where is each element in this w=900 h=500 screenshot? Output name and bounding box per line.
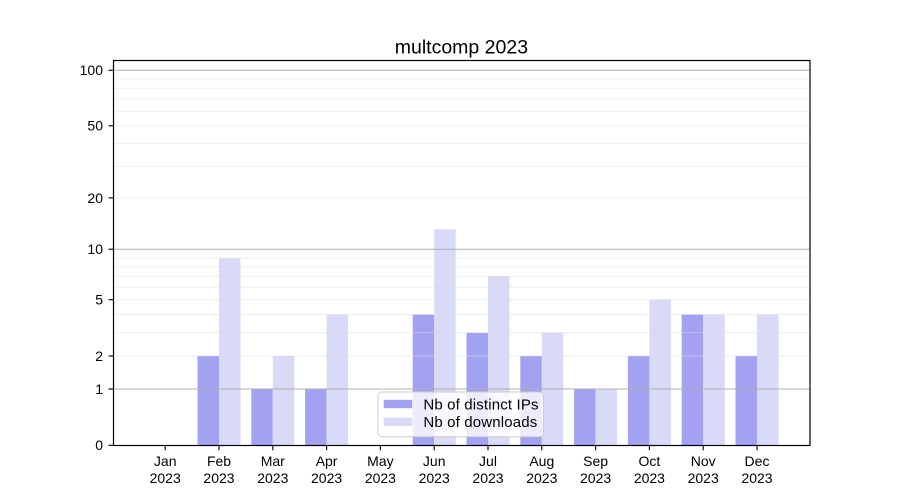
svg-text:2023: 2023 bbox=[419, 470, 450, 486]
svg-text:2023: 2023 bbox=[257, 470, 288, 486]
svg-text:2023: 2023 bbox=[203, 470, 234, 486]
svg-text:Apr: Apr bbox=[316, 453, 338, 469]
svg-text:1: 1 bbox=[95, 381, 103, 397]
svg-text:Dec: Dec bbox=[745, 453, 770, 469]
svg-text:May: May bbox=[367, 453, 393, 469]
svg-text:Sep: Sep bbox=[583, 453, 608, 469]
svg-text:2023: 2023 bbox=[526, 470, 557, 486]
svg-text:2023: 2023 bbox=[741, 470, 772, 486]
svg-text:Feb: Feb bbox=[207, 453, 231, 469]
svg-text:2023: 2023 bbox=[580, 470, 611, 486]
svg-text:Jan: Jan bbox=[154, 453, 177, 469]
svg-text:Jun: Jun bbox=[423, 453, 446, 469]
svg-text:Jul: Jul bbox=[479, 453, 497, 469]
svg-text:20: 20 bbox=[87, 190, 103, 206]
svg-text:multcomp 2023: multcomp 2023 bbox=[395, 36, 528, 58]
svg-text:0: 0 bbox=[95, 437, 103, 453]
svg-text:100: 100 bbox=[80, 62, 104, 78]
svg-text:Nb of downloads: Nb of downloads bbox=[423, 414, 537, 431]
svg-text:Aug: Aug bbox=[529, 453, 554, 469]
svg-text:Nov: Nov bbox=[691, 453, 716, 469]
svg-text:2: 2 bbox=[95, 348, 103, 364]
svg-text:2023: 2023 bbox=[634, 470, 665, 486]
svg-text:5: 5 bbox=[95, 292, 103, 308]
svg-text:50: 50 bbox=[87, 118, 103, 134]
svg-text:Oct: Oct bbox=[639, 453, 661, 469]
svg-text:2023: 2023 bbox=[311, 470, 342, 486]
svg-text:Nb of distinct IPs: Nb of distinct IPs bbox=[423, 396, 538, 413]
svg-text:2023: 2023 bbox=[472, 470, 503, 486]
svg-text:2023: 2023 bbox=[688, 470, 719, 486]
svg-text:2023: 2023 bbox=[150, 470, 181, 486]
svg-text:10: 10 bbox=[87, 241, 103, 257]
svg-text:Mar: Mar bbox=[261, 453, 285, 469]
svg-text:2023: 2023 bbox=[365, 470, 396, 486]
